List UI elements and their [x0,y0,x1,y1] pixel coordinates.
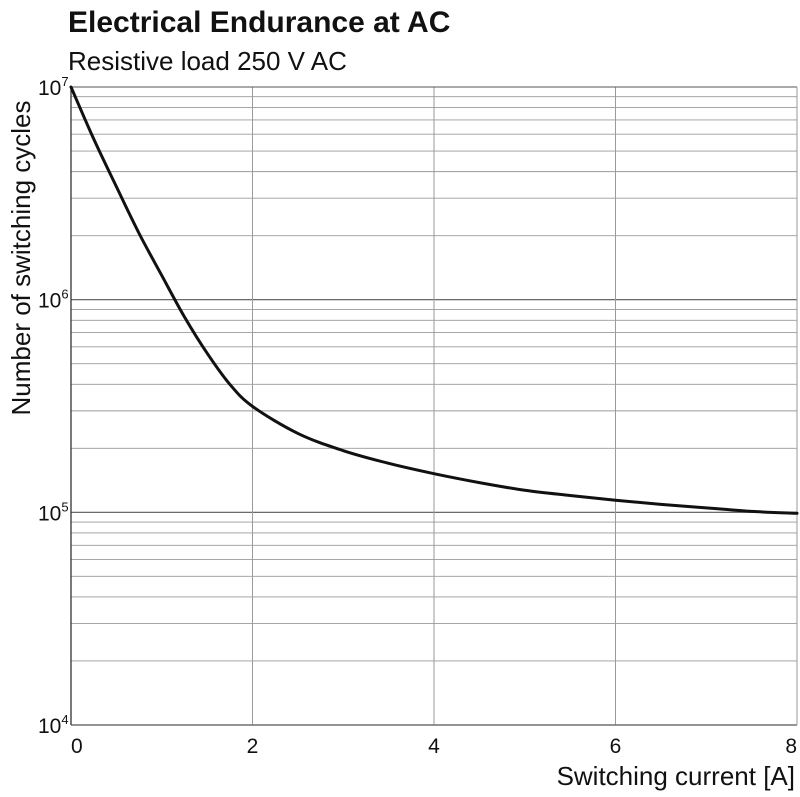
x-tick-label: 2 [247,735,259,758]
x-tick-label: 6 [610,735,622,758]
plot-frame [70,86,798,726]
x-tick-label: 0 [71,735,83,758]
y-tick-label: 104 [38,712,69,738]
y-axis-label: Number of switching cycles [6,101,36,416]
series-line [69,85,799,515]
x-axis-label: Switching current [A] [557,761,795,791]
y-tick-labels: 107 106 105 104 [38,74,69,738]
y-tick-label: 107 [38,74,69,100]
y-tick-label: 106 [38,287,69,313]
grid [70,87,798,726]
x-tick-label: 4 [428,735,440,758]
series-group [69,85,799,515]
chart-subtitle: Resistive load 250 V AC [68,46,347,76]
y-tick-label: 105 [38,499,69,525]
x-tick-labels: 0 2 4 6 8 [71,735,797,758]
x-tick-label: 8 [785,735,797,758]
chart-title: Electrical Endurance at AC [68,6,450,39]
